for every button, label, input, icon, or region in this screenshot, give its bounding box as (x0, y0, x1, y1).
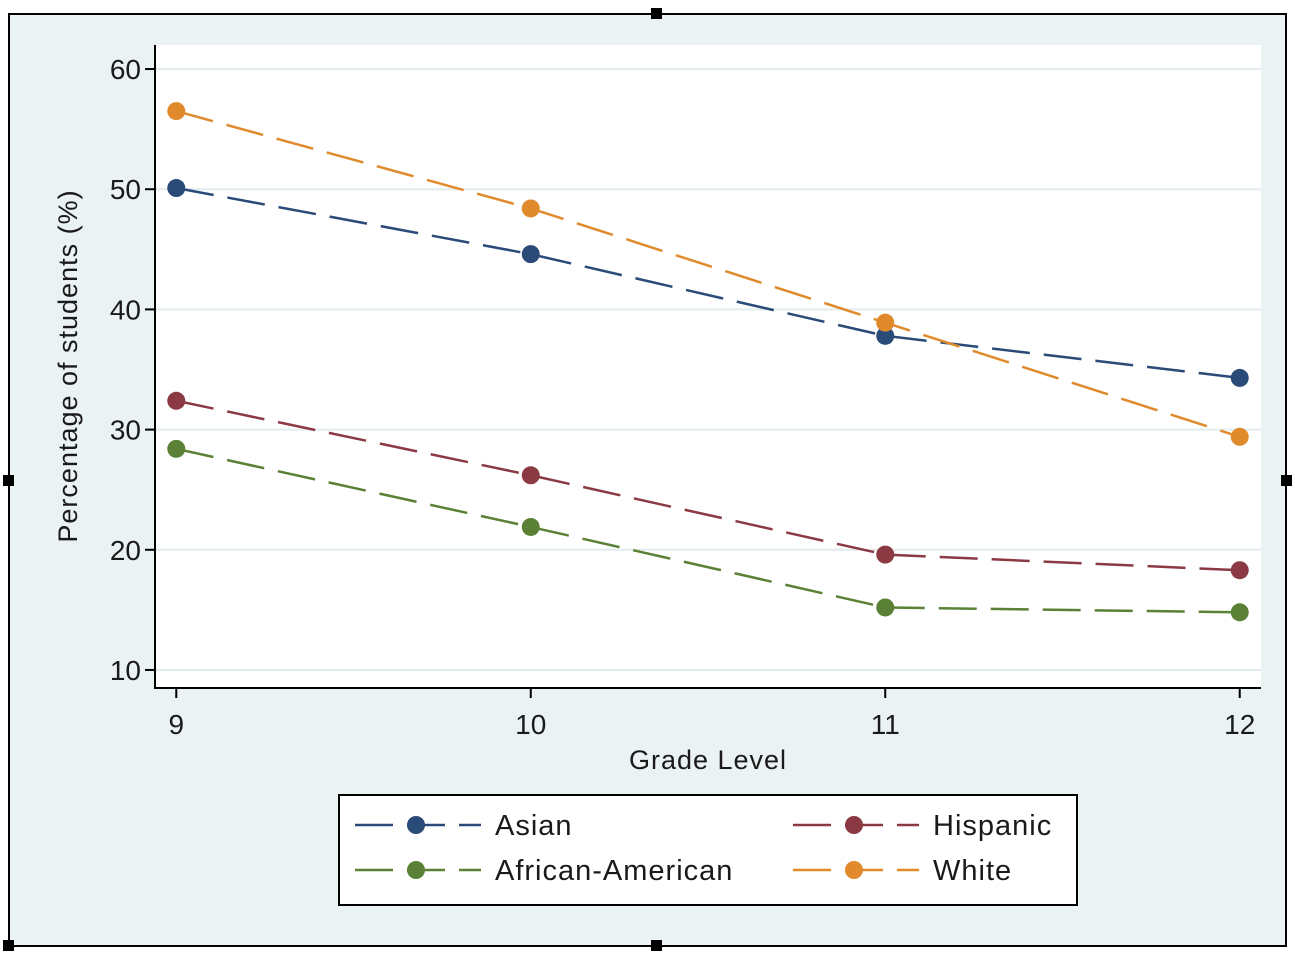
series-line-african-american (176, 447, 1240, 614)
series-line-white (175, 109, 1241, 438)
series-lines (175, 109, 1241, 614)
legend-label: Asian (495, 810, 573, 842)
selection-handle-top-center (651, 8, 662, 19)
legend-entries: Asian Hispanic African-American White (355, 810, 1052, 887)
selection-handle-left-middle (3, 475, 14, 486)
data-point-hispanic (1230, 561, 1249, 580)
legend-entry-hispanic: Hispanic (793, 810, 1052, 842)
selection-handle-bottom-left (3, 940, 14, 951)
legend-marker (845, 816, 863, 834)
x-axis-label: Grade Level (629, 745, 787, 775)
data-point-african-american (521, 517, 540, 536)
legend-entry-asian: Asian (355, 810, 573, 842)
data-point-white (521, 199, 540, 218)
y-tick-label: 10 (110, 655, 141, 686)
data-point-white (167, 102, 186, 121)
x-tick-label: 9 (168, 709, 184, 740)
y-tick-label: 30 (110, 415, 141, 446)
y-tick-label: 50 (110, 174, 141, 205)
selection-handle-right-middle (1281, 475, 1292, 486)
legend-marker (407, 816, 425, 834)
legend-label: White (933, 855, 1012, 887)
legend-entry-white: White (793, 855, 1012, 887)
data-point-asian (167, 179, 186, 198)
x-tick-label: 12 (1224, 709, 1255, 740)
legend-label: African-American (495, 855, 733, 887)
data-point-hispanic (167, 391, 186, 410)
legend-marker (407, 861, 425, 879)
y-axis-label: Percentage of students (%) (53, 189, 83, 542)
gridlines (155, 68, 1261, 671)
data-point-asian (1230, 368, 1249, 387)
plot-area (155, 45, 1261, 688)
data-point-asian (521, 245, 540, 264)
data-point-white (876, 313, 895, 332)
x-tick-label: 10 (515, 709, 546, 740)
x-tick-label: 11 (871, 709, 900, 740)
legend-label: Hispanic (933, 810, 1052, 842)
data-point-hispanic (521, 466, 540, 485)
data-point-asian (876, 326, 895, 345)
axes: 10 20 30 40 50 60 9 10 11 12 (110, 45, 1261, 740)
legend-box (338, 794, 1078, 906)
data-point-african-american (876, 598, 895, 617)
legend: Asian Hispanic African-American White (338, 794, 1078, 906)
data-point-african-american (1230, 603, 1249, 622)
series-points (167, 102, 1249, 622)
y-tick-label: 20 (110, 535, 141, 566)
data-point-african-american (167, 439, 186, 458)
y-tick-label: 60 (110, 54, 141, 85)
series-line-asian (176, 186, 1240, 380)
selection-handle-bottom-center (651, 940, 662, 951)
legend-marker (845, 861, 863, 879)
data-point-white (1230, 427, 1249, 446)
series-line-hispanic (176, 399, 1240, 572)
legend-entry-african-american: African-American (355, 855, 733, 887)
y-tick-label: 40 (110, 294, 141, 325)
data-point-hispanic (876, 545, 895, 564)
